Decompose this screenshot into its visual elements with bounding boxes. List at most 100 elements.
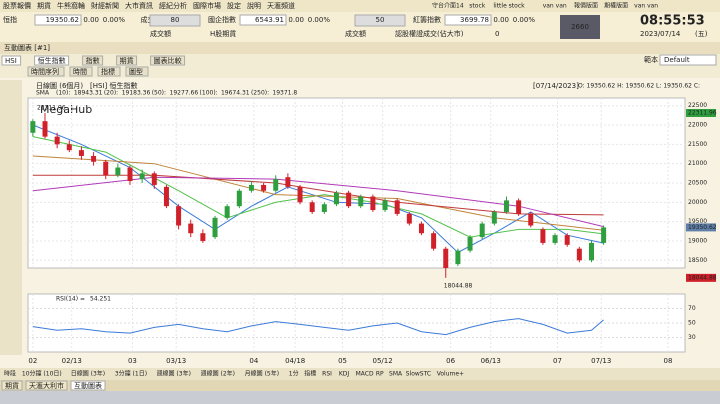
template-value[interactable]: Default [664, 56, 690, 64]
candle-body [273, 179, 279, 191]
toolbar-button[interactable] [116, 55, 138, 66]
bottom-toolbar [0, 368, 720, 380]
price-tag-label: 22311.96 [688, 109, 717, 116]
bar-date: [07/14/2023] [533, 82, 579, 90]
toolbar-button[interactable] [34, 55, 70, 66]
toolbar-button[interactable] [150, 55, 186, 66]
bottom-toolbar-item[interactable]: SMA [389, 371, 403, 378]
bottom-toolbar-item[interactable]: SlowSTC [406, 371, 431, 378]
menu-item[interactable]: 大市資訊 [125, 1, 153, 10]
ticker-extra-box [149, 14, 201, 27]
toolbar-label[interactable]: 指數 [86, 56, 100, 65]
toolbar-label[interactable]: 恒生指數 [38, 56, 66, 65]
candle-body [103, 161, 109, 176]
toolbar-label[interactable]: 期貨 [120, 56, 134, 65]
candle-body [261, 184, 267, 191]
x-tick-label: 05/12 [373, 357, 393, 365]
price-tag [686, 223, 716, 232]
ticker-pct: 0.00% [513, 16, 536, 24]
candle-body [588, 242, 594, 261]
candle-body [224, 206, 230, 218]
top-right-item[interactable]: van van [543, 3, 567, 10]
price-tag [686, 108, 716, 117]
toolbar-button[interactable] [97, 66, 121, 77]
bottom-toolbar-item[interactable]: KDJ [339, 371, 350, 378]
x-tick-label: 04 [249, 357, 258, 365]
legend-value: 19674.31 [221, 90, 250, 97]
menu-bar [0, 0, 720, 12]
tab-label[interactable]: 期貨 [5, 381, 19, 390]
bottom-toolbar-item[interactable]: 10分鐘 (10日) [22, 370, 62, 378]
candle-body [431, 233, 437, 249]
toolbar-button[interactable] [27, 66, 65, 77]
toolbar-label[interactable]: 指標 [101, 67, 115, 76]
top-right-item[interactable]: stock [469, 3, 485, 10]
weekday: (五) [695, 30, 708, 38]
candle-body [382, 200, 388, 211]
bottom-toolbar-item[interactable]: 時段 [4, 370, 16, 378]
toolbar-label[interactable]: HSI [5, 57, 17, 65]
toolbar-button[interactable] [82, 55, 104, 66]
tab[interactable] [1, 380, 23, 391]
bottom-toolbar-item[interactable]: RP [376, 371, 384, 378]
menu-item[interactable]: 股票報價 [3, 1, 31, 10]
toolbar-button[interactable] [1, 55, 22, 66]
candle-body [491, 211, 497, 224]
bottom-toolbar-item[interactable]: 週線圖 (3年) [157, 370, 191, 378]
candle-body [418, 223, 424, 234]
x-tick-label: 06/13 [481, 357, 501, 365]
toolbar-button[interactable] [125, 66, 149, 77]
y-tick-label: 22500 [688, 102, 707, 109]
menu-item[interactable]: 說明 [247, 1, 261, 10]
tab[interactable] [25, 380, 68, 391]
toolbar-label[interactable]: 圖型 [129, 67, 143, 76]
symbol: [HSI] 恒生指數 [90, 81, 137, 90]
menu-item[interactable]: 財經新聞 [91, 1, 119, 10]
menu-item[interactable]: 天滙頻道 [267, 1, 295, 10]
candle-body [576, 248, 582, 261]
top-right-item[interactable]: van van [634, 3, 658, 10]
bottom-toolbar-item[interactable]: 1分 [289, 370, 299, 378]
sma-label: SMA [36, 90, 50, 97]
candle-body [552, 235, 558, 243]
bottom-toolbar-item[interactable]: 月線圖 (5年) [245, 370, 279, 378]
template-select[interactable] [659, 54, 717, 66]
top-right-item[interactable]: 報價版面 [574, 2, 598, 10]
tab-label[interactable]: 天滙大利市 [29, 381, 64, 390]
tab[interactable] [70, 380, 106, 391]
toolbar-label[interactable]: 時間 [73, 68, 87, 76]
menu-item[interactable]: 經紀分析 [159, 1, 187, 10]
candle-body [333, 192, 339, 205]
top-right-item[interactable]: 期權版面 [604, 2, 628, 10]
ticker-value: 6543.91 [255, 16, 284, 24]
menu-item[interactable]: 期貨 [37, 1, 51, 10]
menu-item[interactable]: 牛熊窩輪 [57, 1, 85, 10]
bottom-toolbar-item[interactable]: Volume+ [437, 371, 464, 378]
tab-label[interactable]: 互動圖表 [74, 381, 102, 390]
x-tick-label: 02/13 [62, 357, 82, 365]
bottom-toolbar-item[interactable]: RSI [322, 371, 332, 378]
bottom-toolbar-item[interactable]: 3分鐘 (1日) [115, 370, 147, 378]
clock: 08:55:53 [640, 14, 705, 29]
bottom-tabs [0, 380, 720, 391]
bottom-toolbar-item[interactable]: 指標 [304, 370, 316, 378]
candle-body [455, 250, 461, 265]
bottom-toolbar-item[interactable]: MACD [356, 371, 374, 378]
candle-body [200, 233, 206, 241]
dock [0, 391, 720, 404]
top-right-item[interactable]: little stock [493, 3, 525, 10]
toolbar-label[interactable]: 圖表比較 [154, 56, 182, 65]
bottom-toolbar-item[interactable]: 週線圖 (2年) [201, 370, 235, 378]
candle-body [503, 200, 509, 212]
candle-body [151, 173, 157, 185]
bottom-toolbar-item[interactable]: 日線圖 (3年) [71, 370, 105, 378]
menu-item[interactable]: 國際市場 [193, 1, 221, 10]
rsi-value: 54.251 [90, 296, 111, 303]
toolbar-button[interactable] [69, 66, 93, 77]
row2-item: H股期貨 [210, 29, 236, 38]
top-right-item[interactable]: 守台介面14 [432, 2, 464, 10]
ticker-pct: 0.00% [308, 16, 331, 24]
candle-body [127, 167, 133, 182]
toolbar-label[interactable]: 時間序列 [31, 67, 59, 76]
menu-item[interactable]: 設定 [227, 1, 241, 10]
